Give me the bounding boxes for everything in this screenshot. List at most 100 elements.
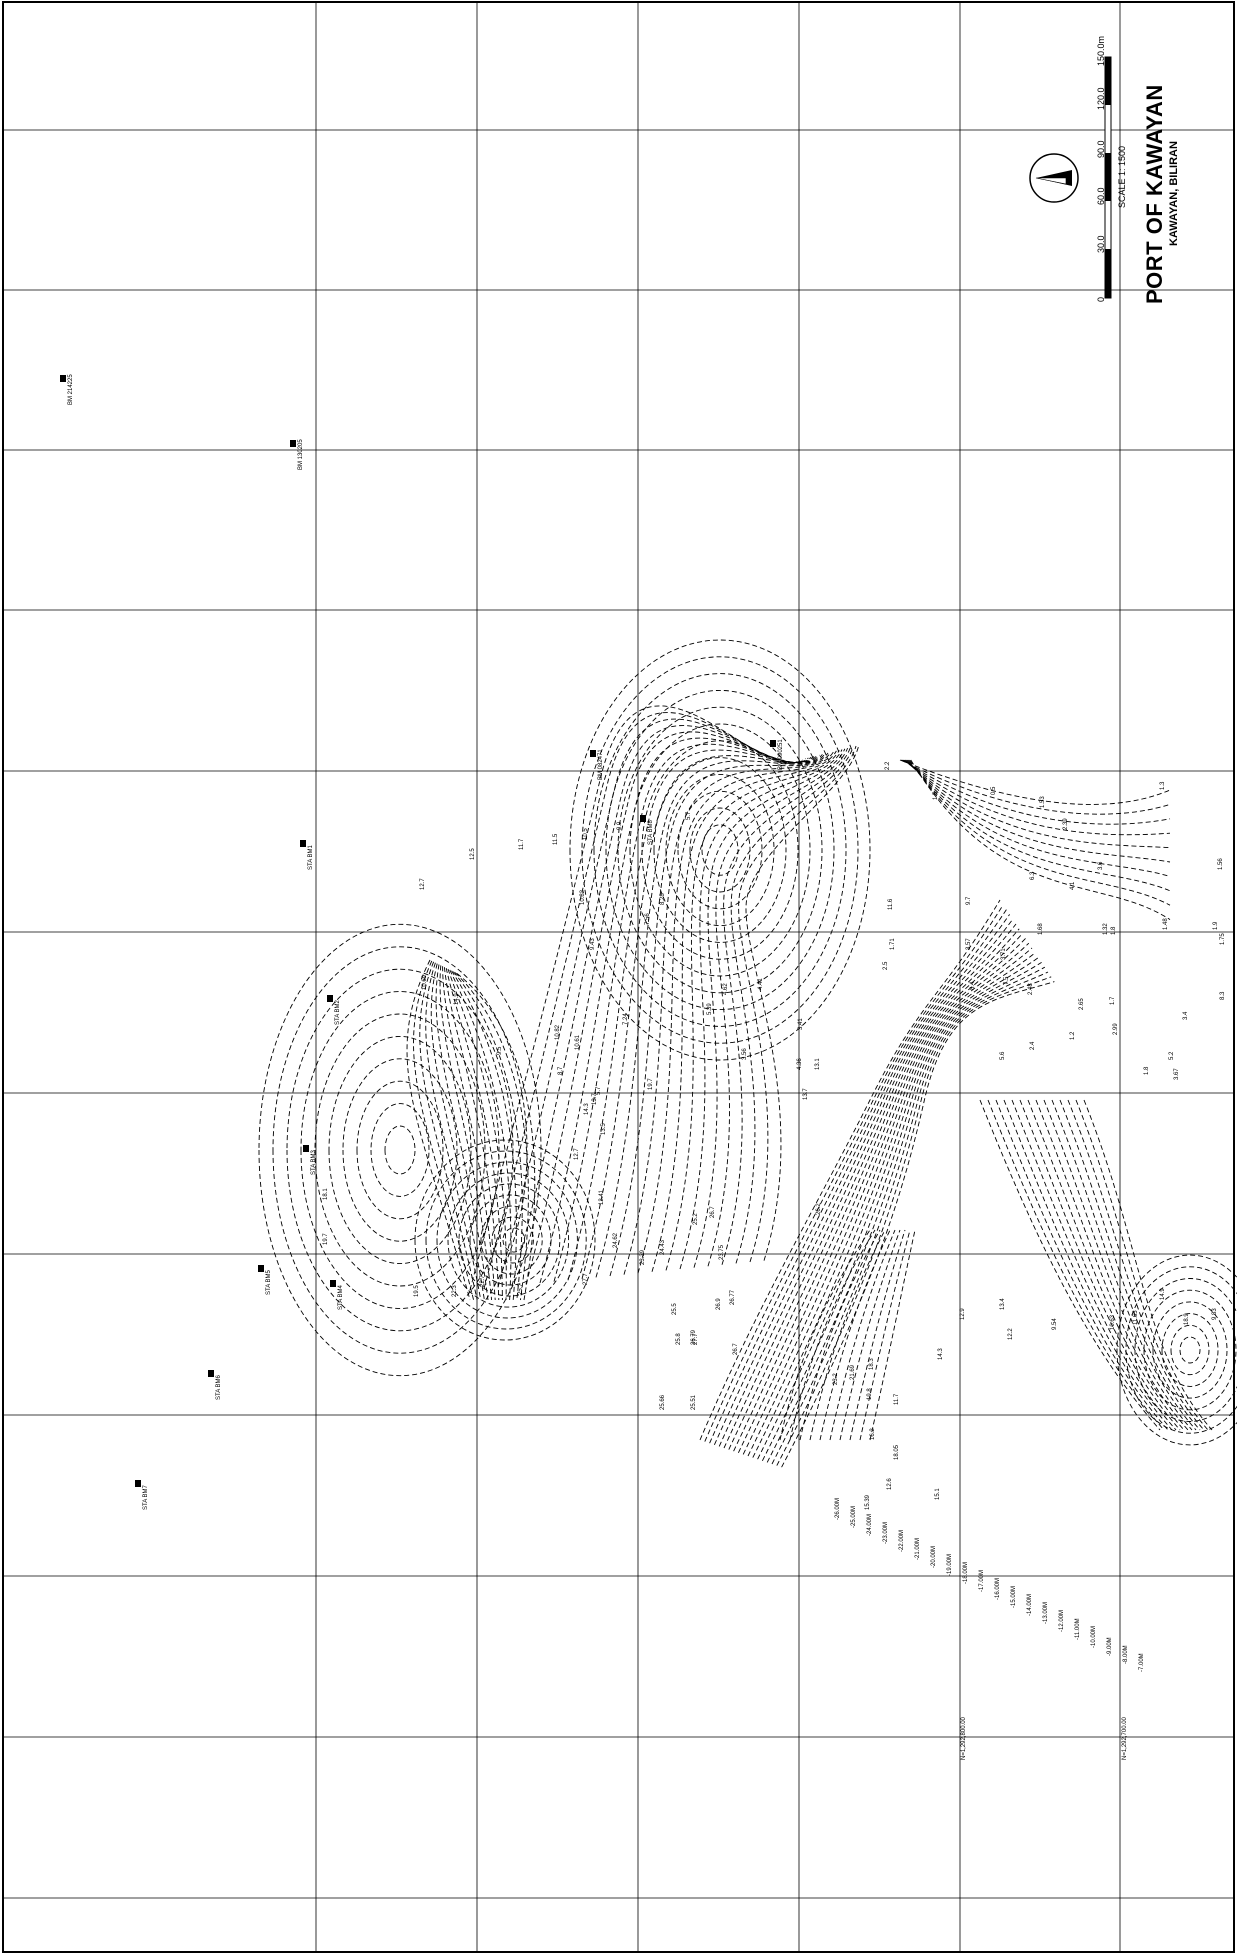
sounding-label: 15.1	[935, 1488, 941, 1500]
benchmark-icon	[258, 1265, 264, 1272]
sounding-label: 12.2	[1008, 1328, 1014, 1340]
contour-line	[902, 759, 1171, 825]
sounding-label: 10.61	[575, 1034, 581, 1050]
scale-tick-label: 0	[1096, 296, 1106, 302]
contour-line	[569, 639, 871, 1061]
benchmark-label: STA BM7	[143, 1485, 149, 1510]
depth-legend-label: -22.00M	[899, 1529, 905, 1552]
benchmark-icon	[330, 1280, 336, 1287]
sounding-label: 26.7	[710, 1206, 716, 1218]
sounding-label: 1.71	[890, 938, 896, 950]
sounding-label: 2.2	[885, 761, 891, 770]
contour-line	[453, 971, 523, 1301]
contour-line	[356, 1080, 444, 1220]
contour-line	[704, 904, 1004, 1442]
scale-caption: SCALE 1: 1500	[1117, 145, 1127, 208]
contour-line	[679, 749, 843, 1270]
sounding-label: 4.1	[1070, 881, 1076, 890]
sounding-label: 7.24	[623, 1013, 629, 1025]
map-title: PORT OF KAWAYAN	[1142, 84, 1167, 304]
contour-line	[713, 914, 1010, 1445]
sounding-label: 9.5	[497, 1046, 503, 1055]
sounding-label: 19.7	[323, 1233, 329, 1245]
sounding-label: 8.7	[558, 1066, 564, 1075]
map-subtitle: KAWAYAN, BILIRAN	[1168, 141, 1180, 246]
contour-line	[553, 743, 818, 1282]
sounding-label: 26.9	[716, 1298, 722, 1310]
contour-line	[707, 747, 849, 1267]
sounding-label: 11.65	[1133, 1310, 1139, 1325]
contour-line	[1170, 1324, 1210, 1376]
contour-line	[605, 689, 835, 1011]
contour-line	[480, 1205, 543, 1275]
benchmark-label: STA BM3	[311, 1150, 317, 1175]
sounding-label: 27.7	[583, 1273, 589, 1285]
contour-line	[502, 1227, 526, 1253]
contour-line	[742, 942, 1030, 1455]
benchmark-label: STA BM1	[308, 845, 314, 870]
contour-line	[728, 928, 1020, 1450]
sounding-label: 1.5	[933, 791, 939, 800]
sounding-label: 5.39	[707, 1003, 713, 1015]
contour-line	[436, 1161, 578, 1319]
sounding-label: 24.43	[660, 1239, 666, 1255]
contour-line	[721, 747, 851, 1265]
sounding-label: 9.83	[1212, 1308, 1218, 1320]
sounding-label: 11.7	[519, 838, 525, 850]
contour-line	[414, 1139, 596, 1341]
contour-line	[435, 964, 489, 1301]
benchmark-icon	[290, 440, 296, 447]
contour-line	[328, 1036, 472, 1264]
contour-line	[406, 959, 471, 1301]
contour-line	[665, 749, 840, 1271]
sounding-label: 4.62	[723, 983, 729, 995]
contour-line	[1179, 1336, 1201, 1364]
sounding-label: 0.5	[991, 786, 997, 795]
contour-line	[979, 1099, 1161, 1431]
sounding-label: 23.2	[833, 1373, 839, 1385]
sounding-label: 1.8	[1144, 1066, 1150, 1075]
contour-line	[1143, 1289, 1237, 1411]
contour-line	[425, 1150, 587, 1330]
sounding-label: 5.6	[1000, 1051, 1006, 1060]
sounding-label: 1.3	[1160, 781, 1166, 790]
sounding-label: 12.41	[599, 1189, 605, 1205]
contour-line	[1125, 1266, 1237, 1434]
contour-line	[900, 759, 1171, 815]
contour-line	[1059, 1099, 1201, 1431]
depth-legend-label: -14.00M	[1027, 1593, 1033, 1616]
contour-line	[905, 759, 1171, 863]
benchmark-icon	[327, 995, 333, 1002]
scale-tick-label: 90.0	[1096, 140, 1106, 158]
benchmark-label: STA BM5	[266, 1270, 272, 1295]
sounding-label: 3.57	[966, 938, 972, 950]
scale-tick-label: 60.0	[1096, 187, 1106, 205]
contour-line	[799, 1229, 881, 1441]
scale-bar	[1104, 56, 1112, 299]
sounding-label: 2.65	[1079, 998, 1085, 1010]
sounding-label: 1.9	[1213, 921, 1219, 930]
depth-legend-label: -10.00M	[1091, 1625, 1097, 1648]
contour-line	[701, 824, 739, 876]
depth-legend-label: -8.00M	[1123, 1645, 1129, 1664]
benchmark-icon	[300, 840, 306, 847]
sounding-label: 23.39	[640, 1249, 646, 1265]
sounding-label: 13.4	[1000, 1298, 1006, 1310]
sounding-label: 1.2	[1070, 1031, 1076, 1040]
benchmark-icon	[208, 1370, 214, 1377]
contour-line	[771, 971, 1049, 1465]
contour-line	[497, 718, 806, 1288]
contour-line	[849, 1229, 906, 1441]
sounding-label: 2.5	[883, 961, 889, 970]
contour-line	[491, 1216, 534, 1264]
contour-line	[1011, 1099, 1177, 1431]
sounding-label: 24.62	[613, 1232, 619, 1248]
contour-line	[789, 1229, 876, 1441]
benchmark-icon	[60, 375, 66, 382]
contour-line	[1003, 1099, 1173, 1431]
depth-legend-label: -18.00M	[963, 1561, 969, 1584]
sounding-label: 1.48	[1163, 918, 1169, 930]
sounding-label: 22.3	[452, 1285, 458, 1297]
sounding-label: 6.3	[1030, 871, 1036, 880]
sounding-label: 3.67	[1174, 1068, 1180, 1080]
